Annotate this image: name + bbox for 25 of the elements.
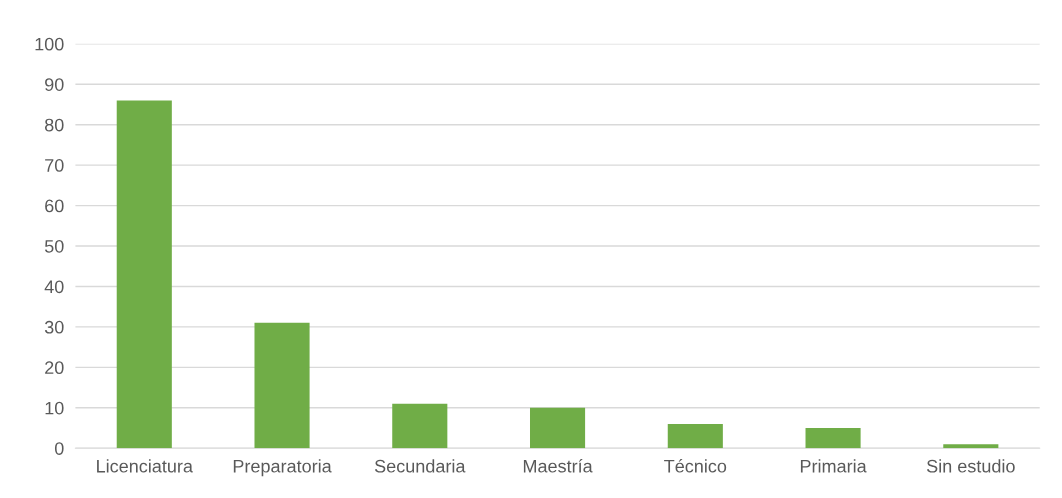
y-tick-label: 70 bbox=[45, 159, 64, 172]
x-tick-label: Preparatoria bbox=[233, 459, 332, 477]
bar bbox=[530, 407, 586, 449]
x-tick-label: Maestría bbox=[523, 459, 593, 473]
bar bbox=[943, 444, 999, 449]
y-tick-label: 100 bbox=[35, 37, 64, 51]
y-tick-label: 60 bbox=[45, 199, 64, 213]
y-tick-label: 0 bbox=[54, 442, 64, 455]
bar bbox=[667, 423, 723, 449]
x-tick-label: Sin estudio bbox=[926, 459, 1015, 473]
x-tick-label: Técnico bbox=[664, 459, 727, 473]
bar bbox=[254, 322, 310, 449]
y-tick-label: 80 bbox=[44, 118, 64, 132]
y-tick-label: 90 bbox=[45, 78, 64, 91]
bar bbox=[392, 403, 448, 449]
bar bbox=[805, 427, 861, 449]
y-tick-label: 40 bbox=[44, 280, 64, 294]
bar bbox=[116, 100, 172, 449]
x-tick-label: Licenciatura bbox=[97, 459, 193, 473]
y-tick-label: 50 bbox=[44, 239, 64, 253]
x-tick-label: Primaria bbox=[800, 459, 867, 473]
x-tick-label: Secundaria bbox=[374, 459, 466, 473]
y-tick-label: 20 bbox=[45, 361, 64, 375]
y-tick-label: 30 bbox=[44, 320, 64, 334]
y-tick-label: 10 bbox=[45, 401, 64, 415]
